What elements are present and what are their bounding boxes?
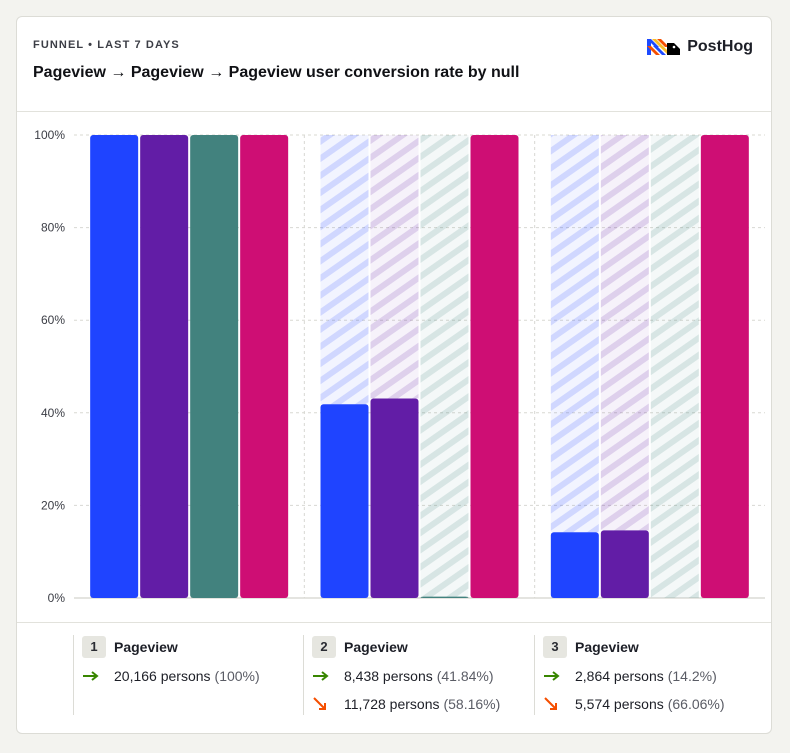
legend-step-2: 2 Pageview 8,438 persons (41.84%) 11,728… [303, 635, 534, 715]
dropped-count: 11,728 persons [344, 696, 440, 712]
bar [370, 398, 419, 598]
y-tick-label: 20% [41, 498, 65, 512]
y-axis-ticks: 0% 20% 40% 60% 80% 100% [34, 128, 65, 605]
step-number: 1 [82, 636, 106, 658]
arrow-right-icon [82, 671, 104, 681]
bar-remainder [600, 135, 649, 531]
bar [420, 596, 469, 598]
arrow-down-right-icon [312, 697, 334, 711]
bar-remainder [550, 135, 599, 533]
arrow-right-icon [312, 671, 334, 681]
bar [470, 135, 519, 598]
bar-remainder [320, 135, 369, 405]
legend-step-3: 3 Pageview 2,864 persons (14.2%) 5,574 p… [534, 635, 765, 715]
y-tick-label: 40% [41, 406, 65, 420]
insight-eyebrow: FUNNEL • LAST 7 DAYS [33, 39, 180, 51]
step-header: 3 Pageview [543, 635, 765, 659]
funnel-legend-steps: 1 Pageview 20,166 persons (100%) 2 Pagev… [25, 623, 765, 733]
y-tick-label: 80% [41, 221, 65, 235]
converted-percent: (14.2%) [667, 668, 717, 684]
funnel-chart: 0% 20% 40% 60% 80% 100% [34, 128, 765, 605]
y-tick-label: 100% [34, 128, 65, 142]
converted-row: 2,864 persons (14.2%) [543, 665, 765, 687]
step-header: 2 Pageview [312, 635, 534, 659]
step-header: 1 Pageview [82, 635, 303, 659]
bar-remainder [420, 135, 469, 597]
arrow-right-icon [543, 671, 565, 681]
bar-remainder [650, 135, 699, 598]
arrow-down-right-icon [543, 697, 565, 711]
converted-percent: (100%) [214, 668, 260, 684]
bar-remainder [370, 135, 419, 399]
bar [140, 135, 189, 598]
bar [240, 135, 289, 598]
step-number: 2 [312, 636, 336, 658]
converted-count: 20,166 persons [114, 668, 211, 684]
bar [550, 532, 599, 598]
bar [700, 135, 749, 598]
insight-title: Pageview → Pageview → Pageview user conv… [33, 64, 520, 81]
converted-count: 2,864 persons [575, 668, 664, 684]
bar [190, 135, 239, 598]
dropped-count: 5,574 persons [575, 696, 664, 712]
converted-row: 8,438 persons (41.84%) [312, 665, 534, 687]
bar [320, 404, 369, 598]
dropped-percent: (66.06%) [667, 696, 725, 712]
posthog-logo[interactable]: PostHog [647, 37, 753, 57]
dropped-row: 11,728 persons (58.16%) [312, 693, 534, 715]
step-number: 3 [543, 636, 567, 658]
converted-row: 20,166 persons (100%) [82, 665, 303, 687]
legend-step-1: 1 Pageview 20,166 persons (100%) [73, 635, 303, 715]
posthog-hedgehog-logo-icon [647, 39, 681, 55]
dropped-row: 5,574 persons (66.06%) [543, 693, 765, 715]
y-gridlines [74, 134, 765, 599]
y-tick-label: 0% [48, 591, 66, 605]
funnel-legend: 1 Pageview 20,166 persons (100%) 2 Pagev… [17, 622, 771, 733]
step-name: Pageview [344, 639, 408, 655]
card-header: FUNNEL • LAST 7 DAYS Pageview → Pageview… [17, 17, 771, 112]
step-name: Pageview [114, 639, 178, 655]
y-tick-label: 60% [41, 313, 65, 327]
converted-count: 8,438 persons [344, 668, 433, 684]
dropped-percent: (58.16%) [443, 696, 501, 712]
posthog-logo-text: PostHog [687, 38, 753, 55]
bar [600, 530, 649, 598]
converted-percent: (41.84%) [436, 668, 494, 684]
step-name: Pageview [575, 639, 639, 655]
bars [90, 135, 749, 598]
insight-card: FUNNEL • LAST 7 DAYS Pageview → Pageview… [16, 16, 772, 734]
bar [90, 135, 139, 598]
